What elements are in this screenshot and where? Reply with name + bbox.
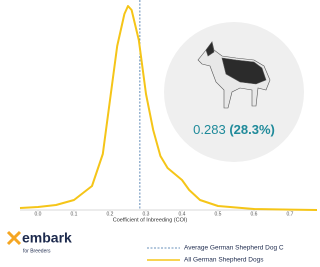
x-tick-label: 0.0: [35, 211, 42, 217]
x-tick-label: 0.3: [143, 211, 150, 217]
legend-label: All German Shepherd Dogs: [184, 257, 264, 264]
coi-annotation: 0.283 (28.3%): [193, 122, 275, 137]
x-tick-label: 0.5: [215, 211, 222, 217]
x-tick-label: 0.4: [179, 211, 186, 217]
chart: 0.283 (28.3%) Coefficient of Inbreeding …: [0, 0, 317, 267]
brand-sub: for Breeders: [23, 248, 51, 254]
legend-label: Average German Shepherd Dog C: [184, 245, 284, 252]
x-tick-label: 0.6: [251, 211, 258, 217]
brand: embark: [22, 230, 72, 246]
annotation-value: 0.283: [193, 122, 226, 137]
x-tick-label: 0.1: [71, 211, 78, 217]
x-tick-label: 0.2: [107, 211, 114, 217]
x-axis-label: Coefficient of Inbreeding (COI): [113, 217, 188, 223]
logo: embark for Breeders: [8, 230, 72, 255]
highlight-circle: [164, 22, 304, 162]
annotation-percent: (28.3%): [229, 122, 275, 137]
x-tick-label: 0.7: [287, 211, 294, 217]
